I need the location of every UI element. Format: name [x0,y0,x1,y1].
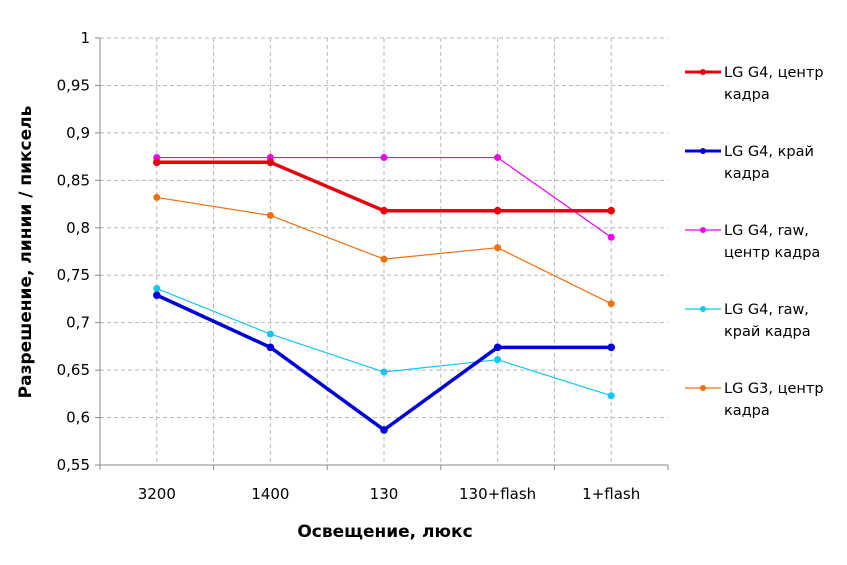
legend-marker [700,385,706,391]
data-point [607,392,615,400]
legend-marker [700,69,706,75]
legend-marker [700,227,706,233]
legend-item: LG G4, raw, центр кадра [685,223,820,261]
data-point [607,300,615,308]
legend-item: LG G3, центр кадра [685,381,824,419]
data-point [153,285,161,293]
legend-marker [700,148,706,154]
series-1 [153,158,615,215]
data-point [494,356,502,364]
legend-label: кадра [724,403,770,419]
data-point [380,206,388,215]
legend-item: LG G4, край кадра [685,144,814,182]
data-point [493,343,502,352]
y-tick-label: 0,9 [66,124,90,142]
legend-label: LG G3, центр [724,381,824,397]
x-tick-label: 1400 [251,485,289,503]
legend-label: центр кадра [724,245,820,261]
data-point [266,158,275,167]
data-point [494,154,502,162]
x-axis-ticks: 3200 1400 130 130+flash 1+flash [138,485,641,503]
legend-item: LG G4, центр кадра [685,65,824,103]
y-tick-label: 1 [80,29,90,47]
data-point [153,291,161,299]
data-point [380,154,388,162]
data-point [380,255,388,263]
data-point [380,368,388,376]
legend-label: LG G4, raw, [724,223,809,239]
y-tick-label: 0,55 [57,456,90,474]
data-point [266,343,275,352]
series-line [156,156,612,238]
legend-label: край кадра [724,324,811,340]
legend-label: LG G4, центр [724,65,824,81]
series-group [153,154,615,434]
data-point [266,330,274,338]
legend-marker [700,306,706,312]
y-tick-label: 0,65 [57,361,90,379]
data-point [153,158,161,167]
y-tick-label: 0,8 [66,219,90,237]
y-axis-ticks: 0,55 0,6 0,65 0,7 0,75 0,8 0,85 0,9 0,95 1 [57,29,90,474]
x-tick-label: 1+flash [582,485,640,503]
data-point [494,244,502,252]
legend-item: LG G4, raw, край кадра [685,302,811,340]
series-5 [153,193,615,308]
series-4 [153,285,615,400]
x-axis-title: Освещение, люкс [297,522,472,542]
grid [95,37,669,470]
y-tick-label: 0,95 [57,76,90,94]
legend-label: кадра [724,87,770,103]
data-point [153,193,161,201]
data-point [607,343,615,352]
legend-label: LG G4, raw, [724,302,809,318]
x-tick-label: 130 [370,485,399,503]
data-point [607,206,615,215]
x-tick-label: 130+flash [459,485,536,503]
series-2 [153,291,615,434]
y-tick-label: 0,85 [57,171,90,189]
data-point [266,211,274,219]
y-tick-label: 0,75 [57,266,90,284]
data-point [380,426,388,434]
legend-label: LG G4, край [724,144,814,160]
data-point [607,233,615,241]
legend-label: кадра [724,166,770,182]
y-axis-title: Разрешение, линии / пиксель [16,106,36,399]
y-tick-label: 0,7 [66,314,90,332]
data-point [493,206,502,215]
x-tick-label: 3200 [138,485,176,503]
y-tick-label: 0,6 [66,409,90,427]
